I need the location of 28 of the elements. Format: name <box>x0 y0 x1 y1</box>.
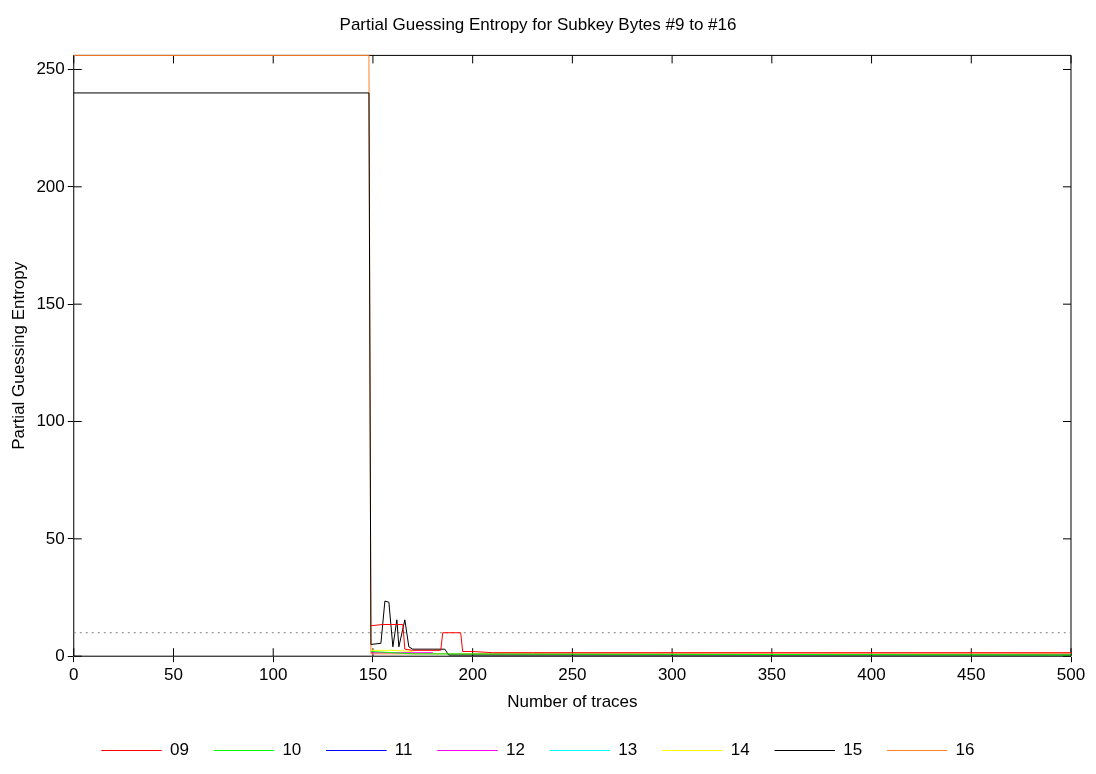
y-tick-label: 150 <box>36 293 65 313</box>
chart-title: Partial Guessing Entropy for Subkey Bytes #9 to #16 <box>339 14 737 34</box>
legend-label: 14 <box>730 740 750 760</box>
legend-label: 16 <box>955 740 975 760</box>
y-tick-label: 50 <box>45 528 65 548</box>
x-tick-label: 200 <box>458 665 487 685</box>
legend-label: 15 <box>843 740 863 760</box>
x-tick-label: 250 <box>558 665 587 685</box>
x-tick-label: 150 <box>358 665 388 685</box>
legend-label: 13 <box>618 740 638 760</box>
legend-label: 10 <box>282 740 302 760</box>
y-tick-label: 100 <box>36 411 65 431</box>
x-tick-label: 400 <box>857 665 886 685</box>
x-tick-label: 300 <box>657 665 687 685</box>
x-tick-label: 450 <box>957 665 986 685</box>
x-tick-label: 500 <box>1056 665 1086 685</box>
legend-label: 12 <box>505 740 525 760</box>
x-tick-label: 0 <box>69 665 79 685</box>
x-tick-label: 100 <box>259 665 288 685</box>
y-tick-label: 250 <box>36 59 65 79</box>
y-axis-title: Partial Guessing Entropy <box>8 261 28 450</box>
x-tick-label: 350 <box>757 665 787 685</box>
legend-label: 09 <box>169 740 189 760</box>
y-tick-label: 200 <box>36 176 65 196</box>
x-axis-title: Number of traces <box>507 692 638 712</box>
y-tick-label: 0 <box>55 645 65 665</box>
x-tick-label: 50 <box>164 665 183 685</box>
legend-label: 11 <box>394 740 413 760</box>
